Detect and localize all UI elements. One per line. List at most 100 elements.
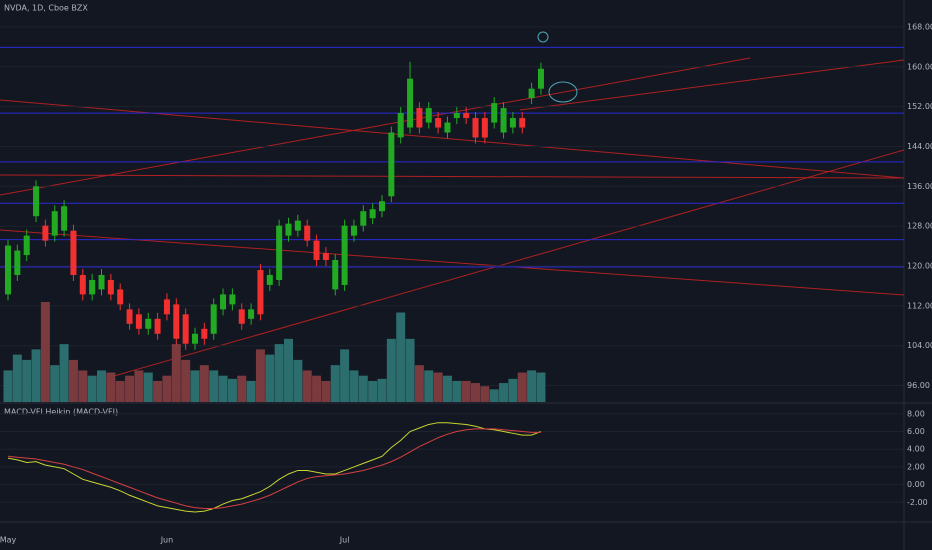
candle-body	[519, 118, 526, 128]
volume-bar	[115, 380, 125, 402]
volume-bar	[106, 372, 116, 402]
volume-bar	[143, 372, 153, 402]
candle-body	[388, 132, 395, 197]
candle-body	[33, 186, 40, 217]
candle-body	[51, 211, 58, 236]
y-tick-label: 168.00	[907, 22, 932, 31]
volume-bar	[499, 383, 509, 402]
volume-bar	[368, 380, 378, 402]
candle-body	[435, 118, 442, 128]
volume-bar	[40, 302, 50, 402]
volume-bar	[452, 380, 462, 402]
candle-body	[332, 260, 339, 290]
candle-body	[210, 304, 217, 334]
volume-bar	[209, 370, 219, 402]
volume-bar	[321, 380, 331, 402]
candle-body	[70, 230, 77, 275]
candle-body	[192, 333, 198, 344]
x-tick-label: May	[0, 536, 17, 545]
candle-body	[182, 314, 189, 344]
volume-bar	[480, 386, 490, 402]
y2-tick-label: 4.00	[907, 445, 925, 454]
volume-bar	[97, 370, 106, 402]
volume-bar	[227, 378, 237, 402]
volume-bar	[218, 375, 228, 402]
x-tick-label: Jun	[160, 536, 174, 545]
volume-bar	[237, 375, 247, 402]
candle-body	[509, 118, 516, 128]
candle-body	[126, 309, 133, 324]
trend-line	[99, 149, 905, 381]
volume-bar	[125, 375, 135, 402]
volume-bar	[50, 365, 60, 402]
volume-bar	[527, 370, 537, 402]
y-tick-label: 160.00	[907, 62, 932, 71]
y-tick-label: 144.00	[907, 142, 932, 151]
volume-bar	[442, 375, 452, 402]
volume-bar	[265, 354, 275, 402]
volume-bar	[153, 380, 163, 402]
candle-body	[285, 223, 292, 236]
volume-bar	[78, 370, 88, 402]
y-tick-label: 128.00	[907, 222, 932, 231]
candle-body	[201, 328, 208, 339]
candle-body	[463, 113, 470, 119]
volume-bar	[536, 372, 546, 402]
volume-bar	[461, 380, 471, 402]
volume-bar	[414, 365, 424, 402]
macd-line	[7, 422, 542, 513]
candle-body	[98, 274, 105, 290]
candle-body	[313, 240, 320, 261]
candle-body	[453, 113, 460, 119]
volume-bar	[31, 349, 41, 402]
x-tick-label: Jul	[339, 536, 350, 545]
trend-line	[519, 59, 905, 111]
candle-body	[276, 225, 283, 280]
volume-bar	[349, 370, 359, 402]
volume-bar	[199, 365, 209, 402]
candle-body	[229, 294, 236, 305]
candle-body	[79, 274, 86, 295]
candle-body	[266, 274, 273, 285]
candle-body	[350, 225, 357, 236]
candle-body	[360, 211, 367, 226]
candle-body	[107, 279, 114, 295]
volume-bar	[59, 344, 69, 402]
candle-body	[135, 314, 142, 329]
trend-line	[0, 229, 905, 296]
volume-bar	[405, 338, 415, 402]
candle-body	[491, 103, 498, 123]
candle-body	[416, 108, 423, 128]
volume-bar	[162, 375, 172, 402]
candle-body	[369, 209, 376, 219]
volume-bar	[255, 349, 265, 402]
volume-bar	[134, 370, 144, 402]
volume-bar	[181, 359, 191, 402]
volume-bar	[12, 354, 22, 402]
drawing-ellipse	[548, 81, 578, 103]
candle-body	[481, 118, 488, 138]
candle-body	[528, 88, 535, 99]
volume-bar	[293, 359, 303, 402]
indicator-title: MACD-VFI Heikin (MACD-VFI)	[4, 408, 118, 417]
volume-bar	[471, 383, 480, 402]
volume-bar	[386, 338, 396, 402]
candle-body	[145, 318, 152, 329]
candle-body	[23, 235, 30, 256]
candle-body	[154, 318, 161, 334]
candle-body	[537, 68, 544, 89]
candle-body	[61, 206, 68, 231]
drawing-icon	[537, 31, 549, 43]
candle-body	[248, 309, 255, 319]
volume-bar	[396, 312, 406, 402]
candle-body	[89, 279, 96, 295]
volume-bar	[190, 370, 200, 402]
volume-bar	[508, 378, 518, 402]
candle-body	[304, 225, 311, 241]
candle-body	[14, 250, 21, 275]
volume-bar	[312, 375, 322, 402]
y-tick-label: 104.00	[907, 341, 932, 350]
candle-body	[42, 225, 49, 241]
candle-body	[472, 118, 479, 138]
